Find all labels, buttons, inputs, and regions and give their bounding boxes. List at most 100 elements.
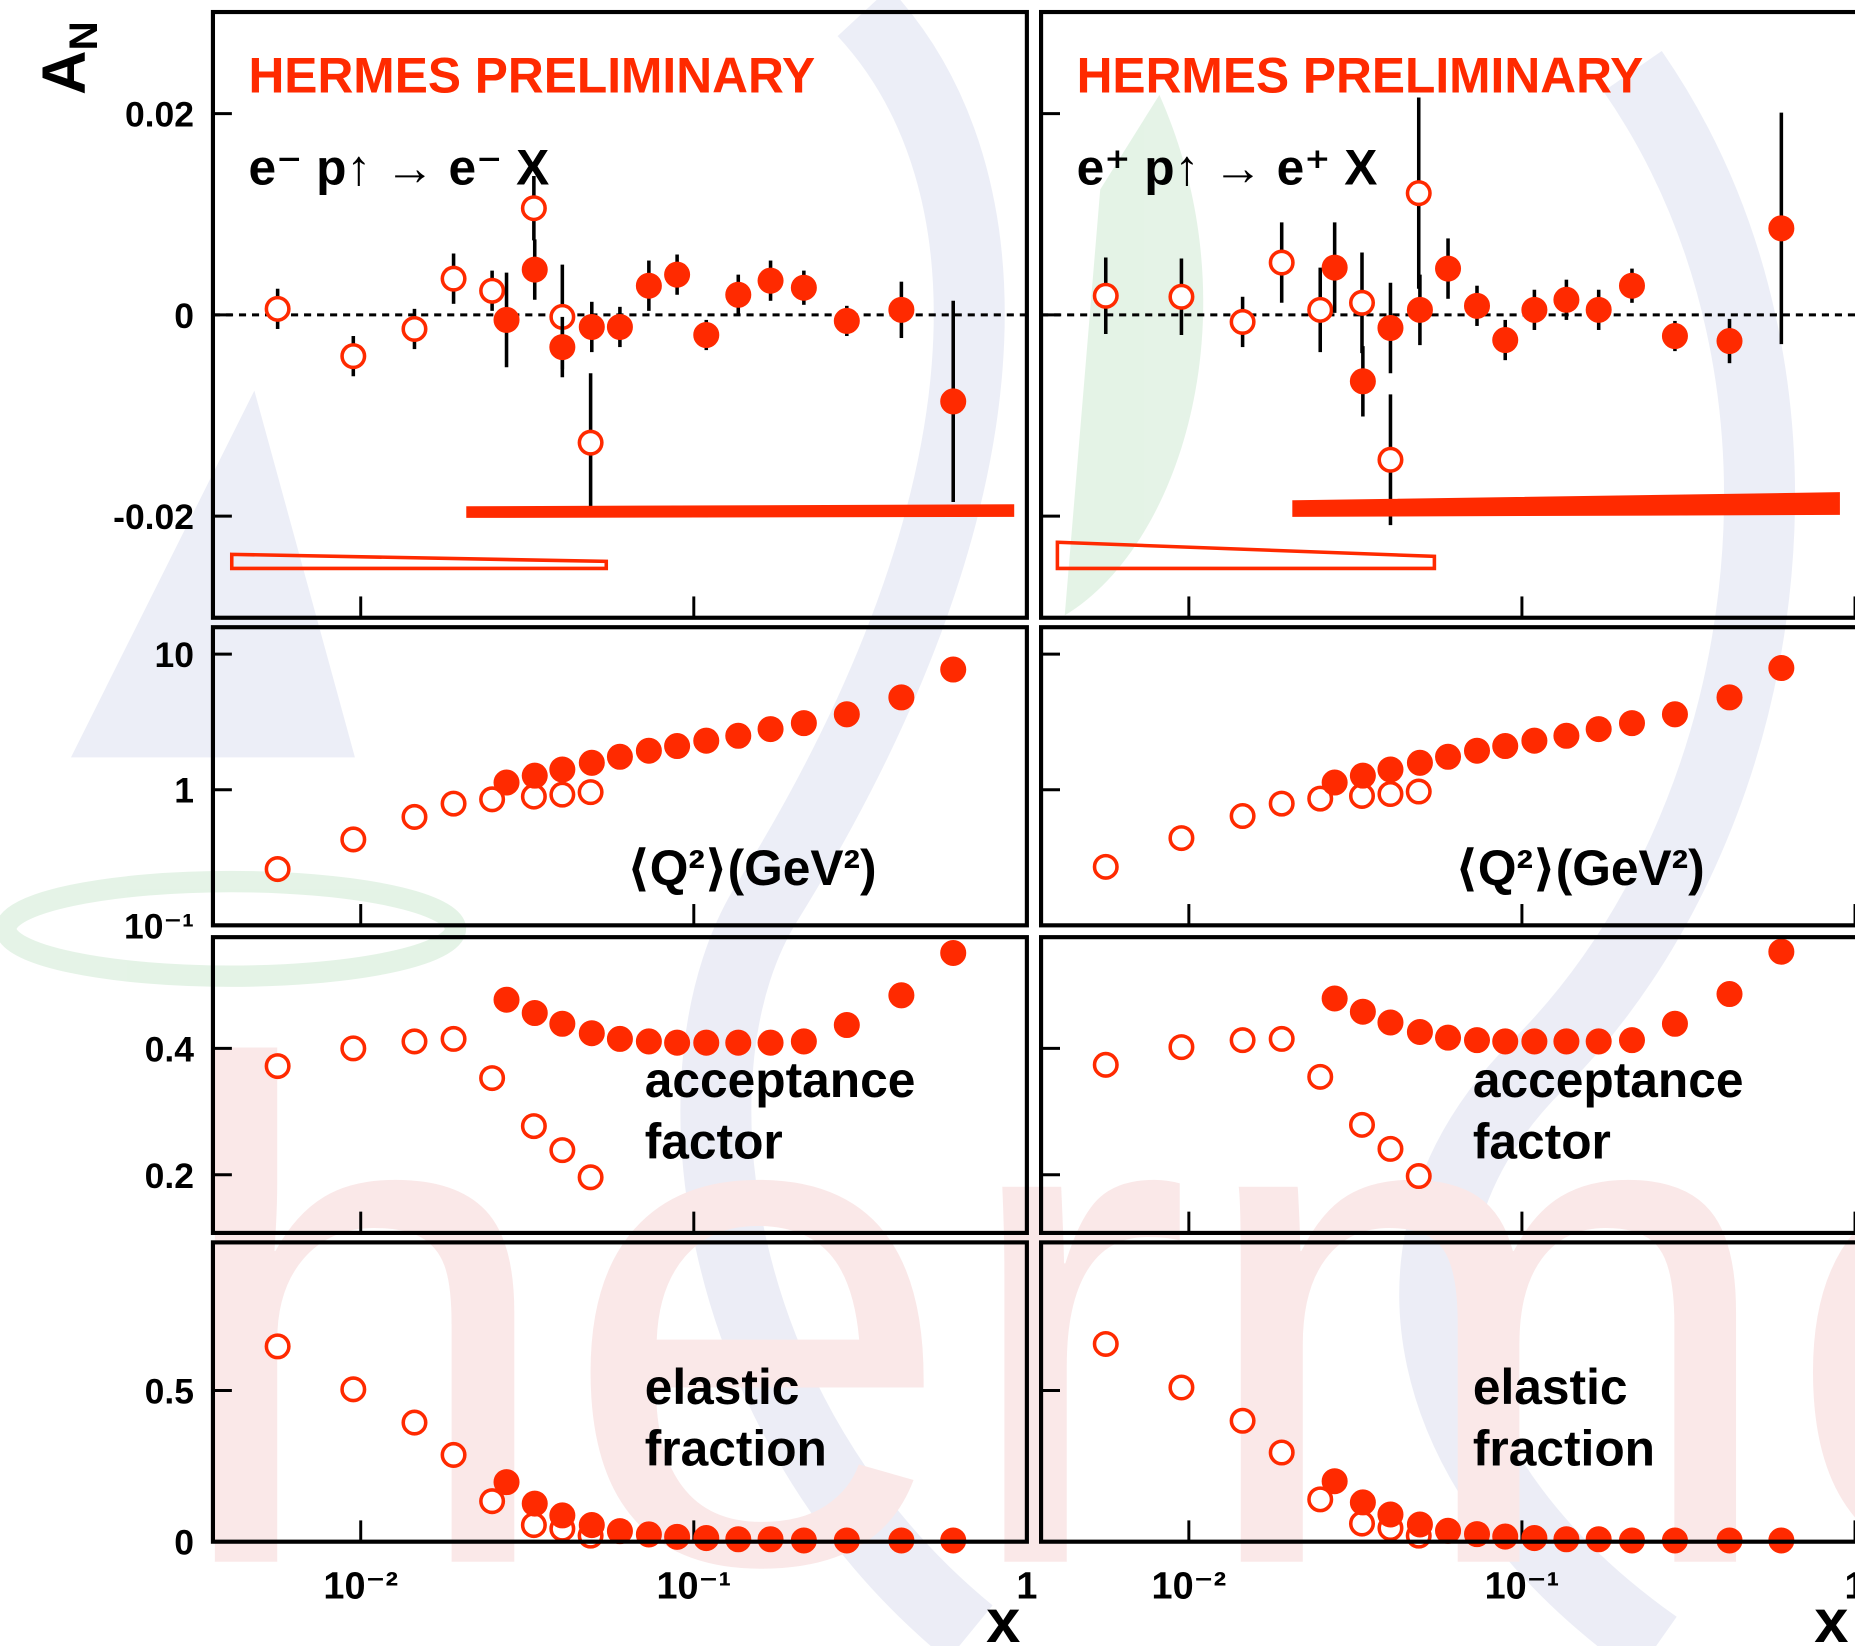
filled-marker: [521, 999, 548, 1027]
filled-marker: [664, 733, 691, 760]
open-marker: [479, 786, 506, 813]
panel-label: fraction: [645, 1420, 827, 1476]
filled-marker: [790, 710, 817, 737]
plot-frame: [210, 1240, 1029, 1544]
filled-marker: [1585, 296, 1612, 323]
filled-marker: [790, 274, 817, 301]
open-marker: [1092, 1330, 1119, 1357]
open-marker: [520, 1512, 547, 1539]
y-tick-label: 0: [174, 1523, 194, 1563]
systematic-band: [1055, 540, 1437, 571]
open-marker: [1168, 1374, 1195, 1401]
x-tick-label: 10⁻²: [1152, 1565, 1227, 1607]
filled-marker: [1768, 938, 1795, 965]
open-marker: [440, 1441, 467, 1468]
x-axis-label: x: [986, 1587, 1020, 1646]
filled-marker: [1377, 1009, 1404, 1036]
filled-marker: [578, 313, 605, 340]
panel-label: fraction: [1473, 1420, 1655, 1476]
filled-marker: [1553, 1028, 1580, 1055]
filled-marker: [833, 307, 860, 334]
systematic-band: [1292, 492, 1840, 517]
open-marker: [1229, 1027, 1256, 1054]
filled-marker: [635, 272, 662, 299]
x-tick-label: 1: [1844, 1565, 1855, 1607]
filled-marker: [1377, 314, 1404, 341]
filled-marker: [1661, 701, 1688, 728]
open-marker: [1307, 1063, 1334, 1090]
open-marker: [264, 1333, 291, 1360]
filled-marker: [757, 1526, 784, 1553]
filled-marker: [1349, 1489, 1376, 1516]
reaction-label: e⁻ p↑ → e⁻ X: [248, 140, 549, 196]
open-marker: [1377, 780, 1404, 808]
filled-marker: [1406, 296, 1433, 323]
filled-marker: [1618, 272, 1645, 299]
filled-marker: [693, 727, 720, 754]
open-marker: [264, 856, 291, 883]
open-marker: [340, 1376, 367, 1403]
open-marker: [577, 779, 604, 806]
open-marker: [440, 1025, 467, 1052]
filled-marker: [1768, 655, 1795, 682]
filled-marker: [693, 1525, 720, 1552]
open-marker: [1268, 1439, 1295, 1466]
filled-marker: [635, 1028, 662, 1055]
filled-marker: [1585, 1526, 1612, 1553]
open-marker: [340, 343, 367, 370]
filled-marker: [1521, 1028, 1548, 1055]
plot-frame: [1039, 9, 1855, 620]
open-marker: [401, 315, 428, 342]
open-marker: [1405, 778, 1432, 805]
panel-label: ⟨Q²⟩(GeV²): [627, 840, 877, 896]
open-marker: [520, 1113, 547, 1140]
y-tick-label: -0.02: [113, 497, 194, 537]
open-marker: [1229, 308, 1256, 335]
filled-marker: [1321, 985, 1348, 1012]
filled-marker: [1492, 733, 1519, 760]
filled-marker: [578, 1020, 605, 1047]
open-marker: [1168, 825, 1195, 852]
panel-label: ⟨Q²⟩(GeV²): [1455, 840, 1705, 896]
open-marker: [1268, 249, 1295, 276]
filled-marker: [940, 656, 967, 683]
filled-marker: [664, 1523, 691, 1550]
filled-marker: [888, 982, 915, 1009]
y-tick-label: 10⁻¹: [124, 906, 194, 946]
watermark-shape: [1064, 94, 1204, 616]
filled-marker: [725, 281, 752, 308]
filled-marker: [1463, 737, 1491, 764]
filled-marker: [1321, 769, 1348, 796]
filled-marker: [1349, 998, 1376, 1025]
filled-marker: [790, 1028, 817, 1055]
x-axis-label: x: [1814, 1587, 1848, 1646]
open-marker: [440, 265, 467, 292]
open-marker: [1229, 1407, 1256, 1434]
filled-marker: [1553, 286, 1580, 313]
plot-frame: [210, 9, 1029, 620]
filled-marker: [1492, 1523, 1519, 1550]
filled-marker: [1661, 1010, 1688, 1037]
filled-marker: [1585, 716, 1612, 743]
open-marker: [577, 1164, 604, 1191]
filled-marker: [1661, 323, 1688, 350]
open-marker: [1268, 790, 1295, 817]
filled-marker: [549, 756, 576, 783]
open-marker: [401, 803, 428, 830]
y-axis-label: AN: [30, 21, 106, 94]
filled-marker: [521, 1490, 548, 1517]
filled-marker: [888, 296, 915, 323]
open-marker: [479, 1488, 506, 1515]
y-tick-label: 0.2: [145, 1156, 194, 1196]
plot-frame: [210, 935, 1029, 1235]
filled-marker: [1521, 1525, 1548, 1552]
y-axis-label-base: A: [30, 50, 99, 94]
filled-marker: [664, 1029, 691, 1056]
filled-marker: [1521, 296, 1548, 323]
filled-marker: [606, 1025, 633, 1052]
watermark-shape: [0, 870, 467, 987]
plot-frame: [1039, 625, 1855, 928]
filled-marker: [1585, 1028, 1612, 1055]
filled-marker: [549, 1010, 576, 1037]
filled-marker: [1492, 1028, 1519, 1055]
